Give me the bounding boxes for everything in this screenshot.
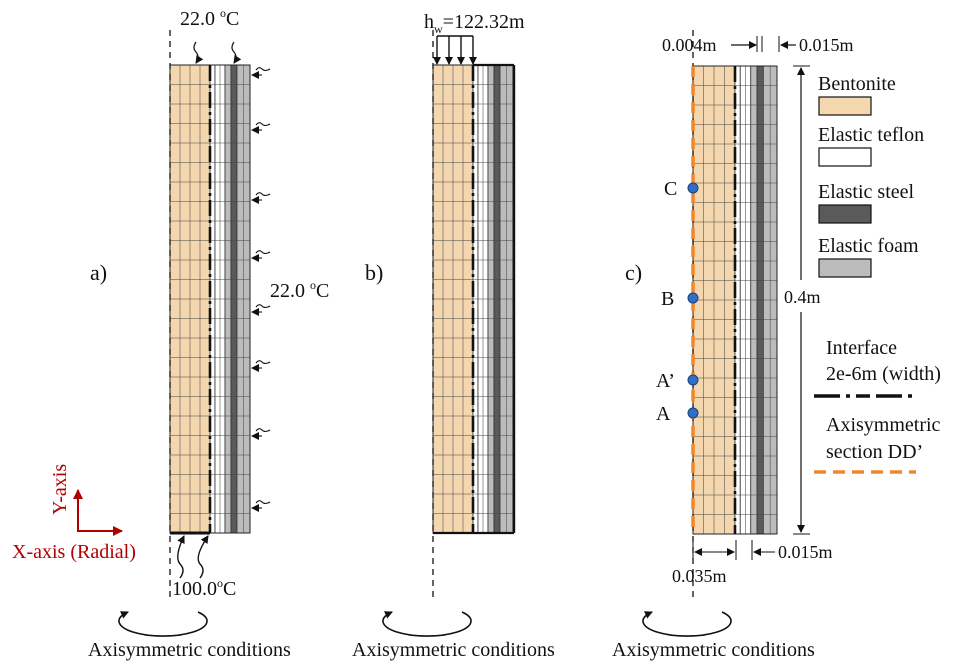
- mesh-panel-c: [692, 65, 778, 535]
- panel-label-c: c): [625, 260, 642, 285]
- legend: Bentonite Elastic teflon Elastic steel E…: [814, 73, 941, 474]
- axisymmetric-conditions-c: Axisymmetric conditions: [612, 639, 815, 661]
- flux-icon-side-squiggle: [255, 250, 271, 255]
- x-axis-label: X-axis (Radial): [12, 541, 136, 563]
- legend-teflon-label: Elastic teflon: [818, 124, 924, 146]
- point-a-prime-label: A’: [656, 370, 675, 392]
- legend-foam-swatch: [818, 258, 872, 278]
- dim-top-left: 0.004m: [662, 35, 717, 55]
- dim-bottom-right: 0.015m: [778, 542, 833, 562]
- flux-icon-side-squiggle: [255, 192, 271, 197]
- point-b-label: B: [661, 288, 674, 310]
- point-b-marker: [687, 292, 699, 304]
- legend-foam-label: Elastic foam: [818, 235, 919, 257]
- panel-b: hw=122.32m b) Axisymmetric conditions: [352, 11, 555, 661]
- legend-bentonite-label: Bentonite: [818, 73, 896, 95]
- flux-icon-side-squiggle: [255, 304, 271, 309]
- flux-icon-side-squiggle: [255, 122, 271, 127]
- flux-icon-side-squiggle: [255, 67, 271, 72]
- mesh-panel-a: [169, 64, 251, 534]
- legend-steel-label: Elastic steel: [818, 181, 915, 203]
- bottom-temperature: 100.0oC: [172, 576, 236, 600]
- legend-interface-label-1: Interface: [826, 337, 897, 359]
- panel-label-b: b): [365, 260, 383, 285]
- dim-height: 0.4m: [784, 287, 821, 307]
- flux-icon-bottom-a-2: [197, 535, 209, 579]
- panel-label-a: a): [90, 260, 107, 285]
- legend-axisym-label-1: Axisymmetric: [826, 414, 941, 436]
- flux-icon-side-squiggle: [255, 428, 271, 433]
- legend-steel-swatch: [818, 204, 872, 224]
- panel-c: C B A’ A c) 0.004m 0.015m 0.4m 0.015m 0.…: [612, 30, 854, 661]
- axisymmetric-conditions-a: Axisymmetric conditions: [88, 639, 291, 661]
- legend-bentonite-swatch: [818, 96, 872, 116]
- mesh-panel-b: [432, 64, 514, 534]
- dim-bottom-left: 0.035m: [672, 566, 727, 586]
- rotation-arrow-b: [382, 611, 472, 637]
- point-c-marker: [687, 182, 699, 194]
- panel-a: a) 22.0 oC 22.0 oC 100.0oC Axisymmetric …: [12, 6, 329, 661]
- legend-axisym-label-2: section DD’: [826, 441, 923, 463]
- point-a-marker: [687, 407, 699, 419]
- rotation-arrow-c: [642, 611, 732, 637]
- flux-icon-side-squiggle: [255, 360, 271, 365]
- point-a-prime-marker: [687, 374, 699, 386]
- water-head-label: hw=122.32m: [424, 11, 525, 36]
- rotation-arrow-a: [118, 611, 208, 637]
- top-temperature: 22.0 oC: [180, 6, 239, 30]
- flux-icon-bottom-a-1: [177, 535, 185, 579]
- legend-teflon-swatch: [818, 147, 872, 167]
- dim-top-right: 0.015m: [799, 35, 854, 55]
- flux-icon-top-a-2: [231, 41, 242, 64]
- flux-icon-top-a-1: [193, 41, 204, 64]
- side-flux-icons-a: [251, 67, 271, 512]
- legend-interface-label-2: 2e-6m (width): [826, 363, 941, 385]
- flux-icon-side-squiggle: [255, 500, 271, 505]
- side-temperature: 22.0 oC: [270, 278, 329, 302]
- axisymmetric-conditions-b: Axisymmetric conditions: [352, 639, 555, 661]
- point-a-label: A: [656, 403, 671, 425]
- point-c-label: C: [664, 178, 677, 200]
- y-axis-label: Y-axis: [49, 464, 71, 515]
